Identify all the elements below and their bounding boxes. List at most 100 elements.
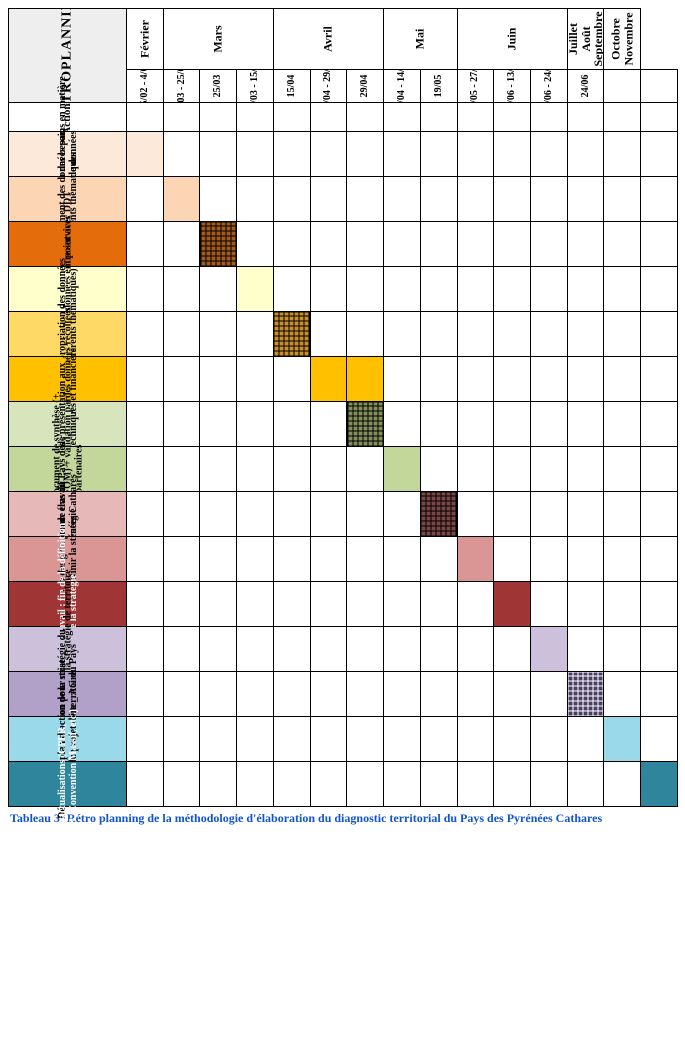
- date-header: 24/06: [567, 70, 604, 103]
- timeline-cell: [457, 132, 494, 177]
- timeline-cell: [347, 762, 384, 807]
- timeline-cell: [420, 312, 457, 357]
- timeline-cell: [347, 177, 384, 222]
- timeline-cell: [494, 672, 531, 717]
- timeline-cell: [494, 762, 531, 807]
- timeline-cell: [163, 312, 200, 357]
- timeline-cell: [200, 492, 237, 537]
- timeline-cell: [641, 672, 678, 717]
- timeline-cell: [641, 762, 678, 807]
- timeline-cell: [604, 672, 641, 717]
- month-header: OctobreNovembre: [604, 9, 641, 70]
- timeline-cell: [310, 402, 347, 447]
- empty-cell: [127, 103, 164, 132]
- timeline-cell: [420, 222, 457, 267]
- timeline-cell: [237, 222, 274, 267]
- timeline-cell: [641, 627, 678, 672]
- timeline-cell: [200, 717, 237, 762]
- timeline-cell: [567, 447, 604, 492]
- timeline-cell: [567, 762, 604, 807]
- timeline-cell: [457, 402, 494, 447]
- timeline-cell: [420, 582, 457, 627]
- timeline-cell: [310, 582, 347, 627]
- timeline-cell: [347, 447, 384, 492]
- timeline-cell: [641, 222, 678, 267]
- timeline-cell: [163, 402, 200, 447]
- timeline-cell: [384, 537, 421, 582]
- timeline-cell: [530, 717, 567, 762]
- timeline-cell: [347, 267, 384, 312]
- timeline-cell: [127, 672, 164, 717]
- timeline-cell: [163, 762, 200, 807]
- timeline-cell: [347, 132, 384, 177]
- date-header: [604, 70, 641, 103]
- timeline-cell: [237, 177, 274, 222]
- timeline-cell: [237, 627, 274, 672]
- timeline-cell: [567, 627, 604, 672]
- timeline-cell: [641, 177, 678, 222]
- timeline-cell: [347, 402, 384, 447]
- timeline-cell: [567, 582, 604, 627]
- empty-cell: [310, 103, 347, 132]
- timeline-cell: [494, 402, 531, 447]
- empty-cell: [604, 103, 641, 132]
- timeline-cell: [457, 177, 494, 222]
- timeline-cell: [237, 717, 274, 762]
- timeline-cell: [604, 627, 641, 672]
- timeline-cell: [273, 717, 310, 762]
- date-header: 25/02 - 4/03: [127, 70, 164, 103]
- empty-cell: [457, 103, 494, 132]
- month-header: Mars: [163, 9, 273, 70]
- timeline-cell: [384, 222, 421, 267]
- timeline-cell: [310, 762, 347, 807]
- timeline-cell: [200, 627, 237, 672]
- month-header: Mai: [384, 9, 457, 70]
- timeline-cell: [384, 402, 421, 447]
- timeline-cell: [200, 582, 237, 627]
- timeline-cell: [457, 492, 494, 537]
- timeline-cell: [237, 672, 274, 717]
- timeline-cell: [200, 267, 237, 312]
- timeline-cell: [494, 582, 531, 627]
- timeline-cell: [127, 627, 164, 672]
- timeline-cell: [530, 402, 567, 447]
- timeline-cell: [567, 312, 604, 357]
- timeline-cell: [237, 357, 274, 402]
- timeline-cell: [310, 132, 347, 177]
- timeline-cell: [457, 627, 494, 672]
- timeline-cell: [641, 492, 678, 537]
- planning-grid: RETROPLANNINGFévrierMarsAvrilMaiJuinJuil…: [8, 8, 678, 807]
- timeline-cell: [310, 627, 347, 672]
- timeline-cell: [273, 447, 310, 492]
- timeline-cell: [273, 627, 310, 672]
- timeline-cell: [494, 357, 531, 402]
- timeline-cell: [200, 177, 237, 222]
- timeline-cell: [200, 537, 237, 582]
- timeline-cell: [310, 672, 347, 717]
- timeline-cell: [604, 717, 641, 762]
- date-header: 4/03 - 25/03: [163, 70, 200, 103]
- timeline-cell: [384, 267, 421, 312]
- date-header: 25/03 - 15/04: [237, 70, 274, 103]
- timeline-cell: [494, 222, 531, 267]
- timeline-cell: [127, 537, 164, 582]
- month-header: Février: [127, 9, 164, 70]
- timeline-cell: [567, 717, 604, 762]
- timeline-cell: [127, 222, 164, 267]
- timeline-cell: [127, 267, 164, 312]
- timeline-cell: [457, 717, 494, 762]
- timeline-cell: [237, 312, 274, 357]
- timeline-cell: [237, 402, 274, 447]
- timeline-cell: [420, 447, 457, 492]
- timeline-cell: [641, 582, 678, 627]
- empty-cell: [384, 103, 421, 132]
- timeline-cell: [530, 312, 567, 357]
- timeline-cell: [567, 537, 604, 582]
- timeline-cell: [420, 672, 457, 717]
- timeline-cell: [384, 312, 421, 357]
- timeline-cell: [200, 447, 237, 492]
- timeline-cell: [200, 762, 237, 807]
- timeline-cell: [567, 132, 604, 177]
- timeline-cell: [494, 312, 531, 357]
- timeline-cell: [494, 447, 531, 492]
